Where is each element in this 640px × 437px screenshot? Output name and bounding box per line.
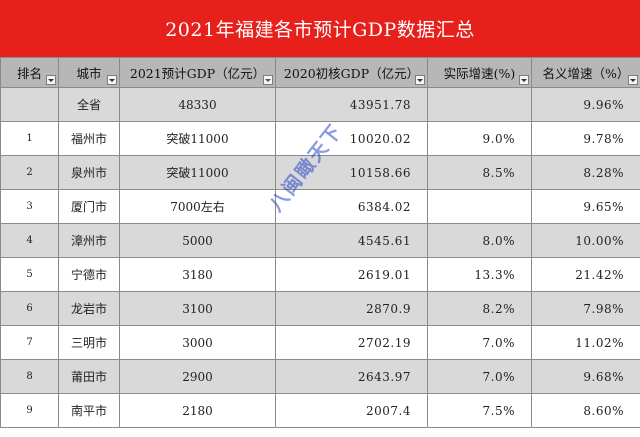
header-nominal-growth: 名义增速（%）	[531, 57, 640, 88]
nominal-growth-cell[interactable]: 10.00%	[531, 223, 640, 258]
header-est2021: 2021预计GDP（亿元）	[119, 57, 276, 88]
est2021-cell[interactable]: 3100	[119, 291, 276, 326]
gdp2020-cell[interactable]: 10158.66	[275, 155, 428, 190]
nominal-growth-cell[interactable]: 21.42%	[531, 257, 640, 292]
nominal-growth-cell[interactable]: 8.28%	[531, 155, 640, 190]
gdp2020-cell[interactable]: 2619.01	[275, 257, 428, 292]
real-growth-cell[interactable]	[427, 87, 532, 122]
header-real-growth: 实际增速(%)	[427, 57, 532, 88]
rank-cell[interactable]: 6	[0, 291, 59, 326]
sort-filter-icon[interactable]	[263, 75, 273, 85]
table-row: 5 宁德市 3180 2619.01 13.3% 21.42%	[0, 257, 640, 292]
nominal-growth-cell[interactable]: 11.02%	[531, 325, 640, 360]
filter-dropdown-icon[interactable]	[519, 75, 529, 85]
rank-cell[interactable]: 3	[0, 189, 59, 224]
table-row: 全省 48330 43951.78 9.96%	[0, 87, 640, 122]
gdp2020-cell[interactable]: 10020.02	[275, 121, 428, 156]
nominal-growth-cell[interactable]: 8.60%	[531, 393, 640, 428]
rank-cell[interactable]: 9	[0, 393, 59, 428]
est2021-cell[interactable]: 3180	[119, 257, 276, 292]
rank-cell[interactable]: 7	[0, 325, 59, 360]
rank-cell[interactable]: 5	[0, 257, 59, 292]
city-cell[interactable]: 福州市	[58, 121, 120, 156]
est2021-cell[interactable]: 3000	[119, 325, 276, 360]
table-row: 6 龙岩市 3100 2870.9 8.2% 7.98%	[0, 291, 640, 326]
real-growth-cell[interactable]: 9.0%	[427, 121, 532, 156]
est2021-cell[interactable]: 2180	[119, 393, 276, 428]
table-row: 4 漳州市 5000 4545.61 8.0% 10.00%	[0, 223, 640, 258]
filter-dropdown-icon[interactable]	[107, 75, 117, 85]
rank-cell[interactable]: 2	[0, 155, 59, 190]
city-cell[interactable]: 龙岩市	[58, 291, 120, 326]
table-row: 3 厦门市 7000左右 6384.02 9.65%	[0, 189, 640, 224]
gdp2020-cell[interactable]: 2702.19	[275, 325, 428, 360]
est2021-cell[interactable]: 2900	[119, 359, 276, 394]
est2021-cell[interactable]: 5000	[119, 223, 276, 258]
gdp2020-cell[interactable]: 2870.9	[275, 291, 428, 326]
city-cell[interactable]: 宁德市	[58, 257, 120, 292]
gdp2020-cell[interactable]: 6384.02	[275, 189, 428, 224]
est2021-cell[interactable]: 7000左右	[119, 189, 276, 224]
city-cell[interactable]: 南平市	[58, 393, 120, 428]
real-growth-cell[interactable]: 7.0%	[427, 325, 532, 360]
city-cell[interactable]: 莆田市	[58, 359, 120, 394]
filter-dropdown-icon[interactable]	[46, 75, 56, 85]
nominal-growth-cell[interactable]: 7.98%	[531, 291, 640, 326]
real-growth-cell[interactable]	[427, 189, 532, 224]
city-cell[interactable]: 泉州市	[58, 155, 120, 190]
gdp2020-cell[interactable]: 4545.61	[275, 223, 428, 258]
city-cell[interactable]: 厦门市	[58, 189, 120, 224]
table-row: 2 泉州市 突破11000 10158.66 8.5% 8.28%	[0, 155, 640, 190]
city-cell[interactable]: 三明市	[58, 325, 120, 360]
real-growth-cell[interactable]: 7.5%	[427, 393, 532, 428]
nominal-growth-cell[interactable]: 9.96%	[531, 87, 640, 122]
real-growth-cell[interactable]: 7.0%	[427, 359, 532, 394]
gdp2020-cell[interactable]: 2643.97	[275, 359, 428, 394]
table-row: 7 三明市 3000 2702.19 7.0% 11.02%	[0, 325, 640, 360]
header-rank: 排名	[0, 57, 59, 88]
city-cell[interactable]: 漳州市	[58, 223, 120, 258]
rank-cell[interactable]: 4	[0, 223, 59, 258]
est2021-cell[interactable]: 48330	[119, 87, 276, 122]
table-row: 8 莆田市 2900 2643.97 7.0% 9.68%	[0, 359, 640, 394]
est2021-cell[interactable]: 突破11000	[119, 155, 276, 190]
table-row: 9 南平市 2180 2007.4 7.5% 8.60%	[0, 393, 640, 428]
real-growth-cell[interactable]: 8.5%	[427, 155, 532, 190]
filter-dropdown-icon[interactable]	[415, 75, 425, 85]
rank-cell[interactable]	[0, 87, 59, 122]
header-gdp2020: 2020初核GDP（亿元）	[275, 57, 428, 88]
nominal-growth-cell[interactable]: 9.65%	[531, 189, 640, 224]
real-growth-cell[interactable]: 13.3%	[427, 257, 532, 292]
city-cell[interactable]: 全省	[58, 87, 120, 122]
est2021-cell[interactable]: 突破11000	[119, 121, 276, 156]
real-growth-cell[interactable]: 8.0%	[427, 223, 532, 258]
rank-cell[interactable]: 8	[0, 359, 59, 394]
table-row: 1 福州市 突破11000 10020.02 9.0% 9.78%	[0, 121, 640, 156]
filter-dropdown-icon[interactable]	[628, 75, 638, 85]
nominal-growth-cell[interactable]: 9.68%	[531, 359, 640, 394]
gdp2020-cell[interactable]: 43951.78	[275, 87, 428, 122]
real-growth-cell[interactable]: 8.2%	[427, 291, 532, 326]
gdp-table: 排名 城市 2021预计GDP（亿元） 2020初核GDP（亿元） 实际增速(%…	[0, 57, 640, 428]
nominal-growth-cell[interactable]: 9.78%	[531, 121, 640, 156]
header-city: 城市	[58, 57, 120, 88]
gdp2020-cell[interactable]: 2007.4	[275, 393, 428, 428]
table-title: 2021年福建各市预计GDP数据汇总	[0, 0, 640, 58]
rank-cell[interactable]: 1	[0, 121, 59, 156]
header-row: 排名 城市 2021预计GDP（亿元） 2020初核GDP（亿元） 实际增速(%…	[0, 57, 640, 88]
